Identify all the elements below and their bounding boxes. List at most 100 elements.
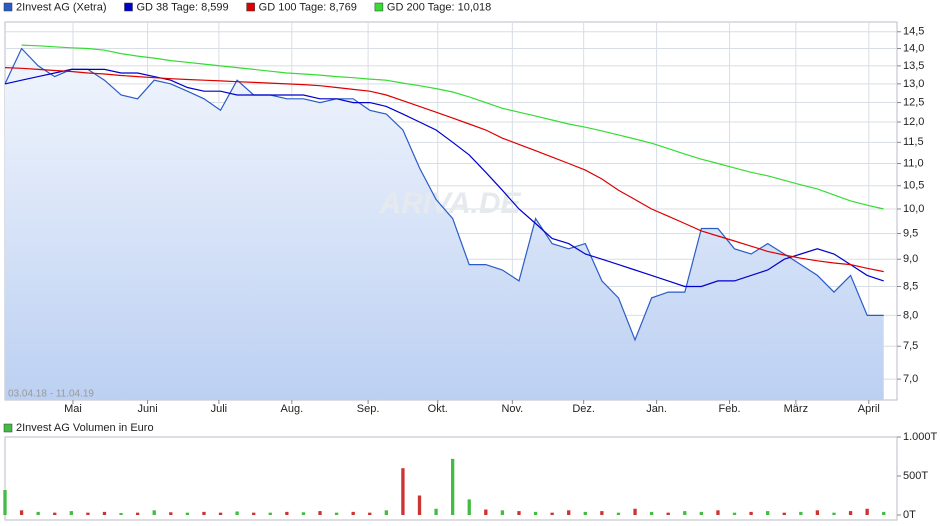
volume-bar (135, 512, 140, 515)
y-tick-label: 13,5 (903, 60, 924, 72)
y-tick-label: 12,0 (903, 116, 924, 128)
volume-bar (567, 510, 571, 515)
volume-title: 2Invest AG Volumen in Euro (16, 422, 154, 434)
y-tick-label: 13,0 (903, 78, 924, 90)
y-tick-label: 10,5 (903, 180, 924, 192)
volume-bar (218, 512, 223, 515)
legend-label: GD 200 Tage: 10,018 (387, 1, 491, 13)
volume-bar (799, 511, 803, 515)
volume-bar (600, 511, 604, 515)
volume-bar (69, 511, 73, 515)
y-tick-label: 8,5 (903, 280, 918, 292)
volume-bar (102, 511, 107, 515)
y-tick-label: 500T (903, 470, 928, 482)
volume-bar (202, 511, 206, 515)
volume-bar (550, 512, 554, 515)
volume-bar (252, 512, 256, 515)
volume-bar (649, 511, 654, 515)
y-tick-label: 12,5 (903, 96, 924, 108)
volume-bar (36, 511, 40, 515)
legend-key (374, 2, 384, 12)
y-tick-label: 7,0 (903, 373, 918, 385)
volume-bar (882, 511, 886, 515)
x-tick-label: Mai (64, 403, 82, 415)
volume-bar (235, 511, 239, 515)
volume-bar (417, 495, 422, 515)
volume-bar (633, 508, 637, 515)
volume-bar (384, 510, 388, 515)
legend-label: GD 38 Tage: 8,599 (136, 1, 228, 13)
volume-legend-key (3, 423, 13, 433)
x-tick-label: Juni (137, 403, 157, 415)
y-tick-label: 7,5 (903, 340, 918, 352)
volume-bar (533, 511, 538, 515)
x-tick-label: Okt. (428, 403, 448, 415)
watermark: ARIVA.DE (378, 187, 521, 220)
y-tick-label: 14,0 (903, 42, 924, 54)
x-tick-label: Juli (211, 403, 228, 415)
y-tick-label: 14,5 (903, 26, 924, 38)
y-tick-label: 9,0 (903, 253, 918, 265)
volume-bar (848, 511, 853, 515)
series-line (4, 47, 884, 342)
volume-bar (766, 511, 770, 515)
volume-bar (169, 512, 173, 515)
volume-bar (351, 511, 355, 515)
volume-bar (782, 512, 786, 515)
volume-bar (268, 512, 272, 515)
volume-bar (86, 512, 90, 515)
x-tick-label: Jan. (646, 403, 667, 415)
volume-bar (53, 512, 57, 515)
series-line (4, 67, 884, 273)
y-tick-label: 9,5 (903, 227, 918, 239)
volume-bar (434, 508, 438, 515)
x-tick-label: Feb. (719, 403, 741, 415)
volume-bar (666, 512, 670, 515)
volume-bar (185, 512, 190, 515)
legend-key (3, 2, 13, 12)
volume-bar (119, 513, 123, 515)
series-line (4, 68, 884, 288)
legend-key (124, 2, 133, 12)
volume-bar (699, 511, 704, 515)
volume-bar (401, 468, 405, 515)
x-tick-label: Aug. (281, 403, 304, 415)
volume-bar (732, 512, 737, 515)
volume-bar (467, 499, 471, 515)
date-range: 03.04.18 - 11.04.19 (8, 389, 94, 400)
y-tick-label: 10,0 (903, 203, 924, 215)
volume-bar (865, 508, 869, 515)
volume-bar (832, 512, 836, 515)
volume-bar (334, 512, 339, 515)
y-tick-label: 1.000T (903, 431, 938, 443)
volume-bar (301, 512, 306, 515)
volume-bar (318, 511, 322, 515)
volume-bar (285, 511, 289, 515)
y-tick-label: 11,5 (903, 136, 924, 148)
x-tick-label: März (784, 403, 808, 415)
volume-bar (815, 510, 820, 515)
volume-bar (152, 510, 156, 515)
x-tick-label: Sep. (357, 403, 380, 415)
volume-bar (517, 511, 521, 515)
legend-key (246, 2, 255, 12)
y-tick-label: 0T (903, 509, 916, 521)
volume-bar (583, 511, 587, 515)
legend-label: GD 100 Tage: 8,769 (259, 1, 357, 13)
x-tick-label: April (858, 403, 880, 415)
legend-label: 2Invest AG (Xetra) (16, 1, 106, 13)
volume-bar (616, 512, 621, 515)
x-tick-label: Nov. (501, 403, 523, 415)
volume-bar (368, 512, 372, 515)
volume-bar (500, 510, 505, 515)
y-tick-label: 11,0 (903, 157, 924, 169)
y-tick-label: 8,0 (903, 309, 918, 321)
volume-bar (749, 511, 753, 515)
volume-bar (716, 510, 720, 515)
volume-bar (451, 458, 455, 515)
volume-bar (484, 509, 488, 515)
price-area (5, 48, 884, 400)
volume-bar (3, 490, 7, 515)
volume-bar (19, 510, 24, 515)
